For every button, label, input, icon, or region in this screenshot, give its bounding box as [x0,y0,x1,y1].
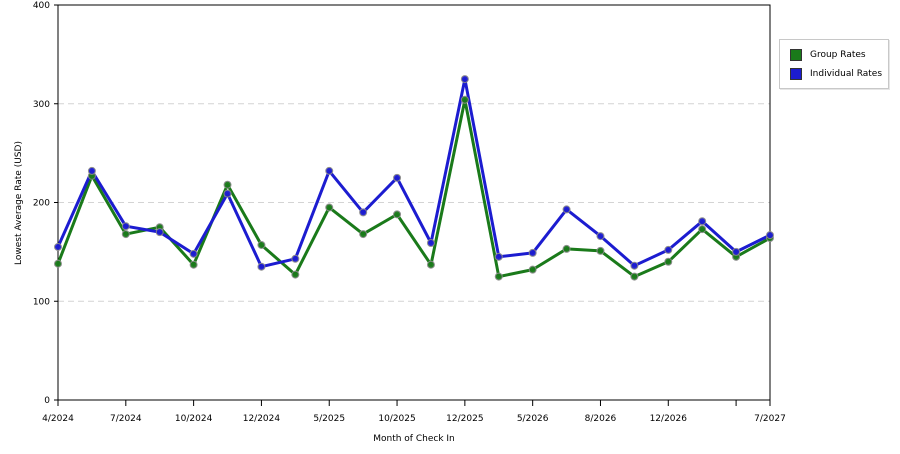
x-tick-label: 7/2024 [110,414,142,424]
y-tick-label: 400 [33,1,50,11]
data-point-1 [596,232,605,241]
data-point-1 [291,254,300,263]
data-point-0 [121,230,130,239]
x-tick-label: 12/2025 [446,414,483,424]
data-point-1 [87,166,96,175]
data-point-1 [426,238,435,247]
data-point-1 [732,247,741,256]
data-point-0 [223,180,232,189]
x-tick-label: 8/2026 [585,414,617,424]
data-point-0 [325,203,334,212]
data-point-0 [393,210,402,219]
data-point-0 [291,270,300,279]
y-axis-title: Lowest Average Rate (USD) [14,141,24,265]
data-point-1 [155,228,164,237]
series-line-0 [56,98,772,279]
data-point-0 [426,260,435,269]
data-point-0 [257,240,266,249]
data-point-0 [528,265,537,274]
x-tick-label: 7/2027 [754,414,786,424]
y-tick-label: 0 [44,396,50,406]
data-point-0 [494,272,503,281]
y-tick-label: 100 [33,297,50,307]
data-point-0 [54,259,62,268]
data-point-1 [562,205,571,214]
x-tick-label: 4/2024 [42,414,74,424]
x-tick-label: 10/2024 [175,414,213,424]
data-point-1 [189,249,198,258]
legend-item-individual: Individual Rates [790,67,882,81]
data-point-0 [664,257,673,266]
x-tick-label: 10/2025 [378,414,415,424]
data-point-0 [460,95,469,104]
legend-label-individual: Individual Rates [810,69,883,79]
data-point-0 [189,260,198,269]
series-line-1 [56,77,772,269]
x-tick-label: 5/2026 [517,414,549,424]
data-point-1 [460,75,469,84]
data-point-1 [393,173,402,182]
data-point-0 [596,246,605,255]
y-tick-label: 300 [33,100,50,110]
data-point-0 [630,272,639,281]
data-point-1 [528,248,537,257]
data-point-1 [257,262,266,271]
x-tick-label: 12/2024 [243,414,281,424]
legend-swatch-group [790,49,802,61]
data-point-0 [359,230,368,239]
data-point-1 [223,189,232,198]
data-point-1 [630,261,639,270]
legend: Group Rates Individual Rates [779,39,889,89]
data-point-1 [698,217,707,226]
data-point-1 [494,252,503,261]
x-tick-label: 12/2026 [650,414,688,424]
data-point-0 [698,225,707,234]
data-point-1 [54,242,62,251]
y-tick-label: 200 [33,199,50,209]
data-point-1 [664,245,673,254]
data-point-1 [121,222,130,231]
legend-label-group: Group Rates [810,50,866,60]
data-point-0 [562,244,571,253]
data-point-1 [359,208,368,217]
data-point-1 [325,166,334,175]
legend-swatch-individual [790,68,802,80]
x-tick-label: 5/2025 [313,414,345,424]
legend-item-group: Group Rates [790,48,866,62]
x-axis-title: Month of Check In [373,434,455,444]
data-point-1 [766,231,774,240]
